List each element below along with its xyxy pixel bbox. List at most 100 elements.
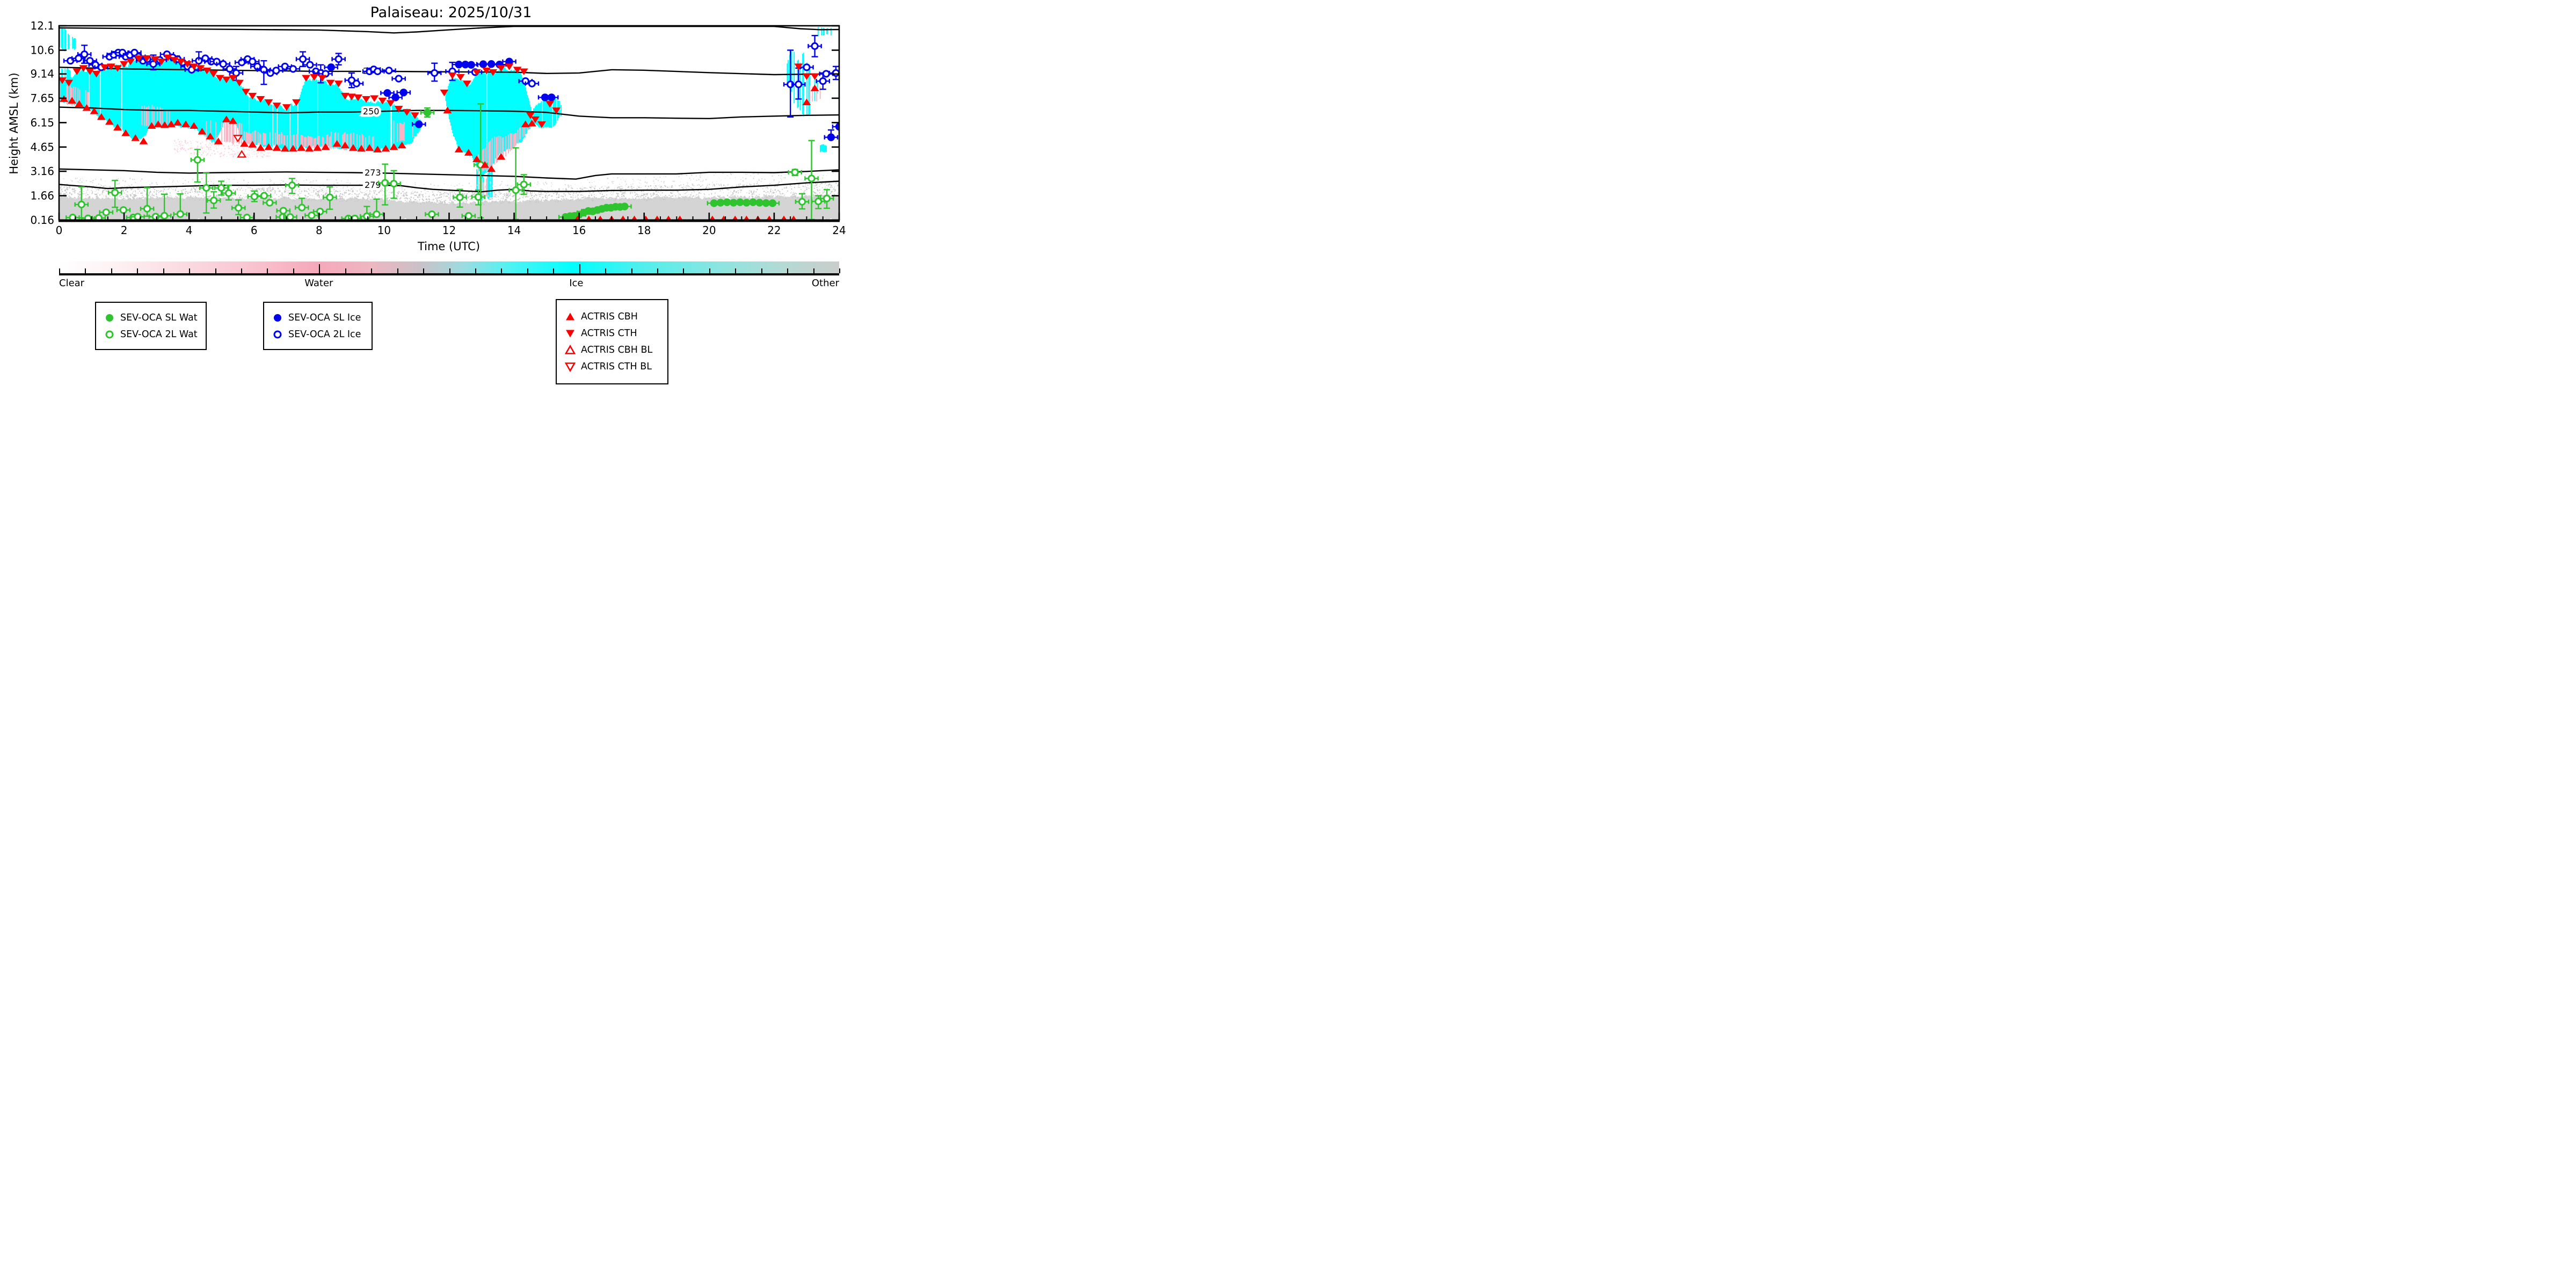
marker-sev-oca-2l-wat: [298, 203, 306, 212]
marker-sev-oca-2l-ice: [819, 77, 827, 85]
marker-actris-cbh: [256, 144, 265, 151]
plot-area: 230250273279: [59, 26, 839, 220]
marker-actris-cbh: [305, 144, 314, 152]
legend-label: ACTRIS CBH BL: [581, 345, 653, 355]
marker-sev-oca-2l-wat: [798, 198, 806, 206]
contour-line: [59, 26, 839, 34]
marker-sev-oca-2l-wat: [456, 193, 464, 201]
marker-actris-cth: [163, 54, 172, 62]
marker-actris-cbh: [181, 120, 191, 127]
marker-sev-oca-2l-ice: [795, 81, 803, 89]
marker-actris-cbh: [487, 165, 496, 172]
colorbar-label-water: Water: [304, 278, 333, 289]
triangle-open-icon: [564, 362, 576, 372]
marker-actris-cbh: [472, 155, 481, 163]
marker-actris-cbh: [206, 133, 215, 140]
marker-actris-cth: [126, 59, 135, 66]
marker-sev-oca-2l-ice: [352, 79, 361, 88]
marker-actris-cbh: [373, 145, 382, 152]
marker-actris-cth: [106, 63, 115, 70]
marker-actris-cbh: [82, 104, 91, 111]
marker-actris-cth: [64, 79, 74, 87]
ice-wisp-topleft: [59, 27, 76, 52]
marker-actris-cth: [177, 59, 185, 66]
marker-sev-oca-sl-wat: [768, 199, 777, 207]
marker-sev-oca-2l-wat: [266, 199, 274, 207]
marker-actris-cth: [272, 103, 281, 110]
marker-sev-oca-2l-ice: [374, 67, 382, 75]
marker-sev-oca-2l-wat: [84, 214, 92, 220]
colorbar-tick: [163, 268, 164, 273]
marker-sev-oca-2l-ice: [81, 50, 89, 59]
y-tick-label: 6.15: [30, 116, 54, 129]
marker-actris-cbh: [113, 123, 122, 130]
page-title: Palaiseau: 2025/10/31: [370, 4, 532, 21]
legend-item-actris-cth: ACTRIS CTH: [564, 328, 660, 339]
marker-sev-oca-2l-ice: [249, 57, 257, 66]
marker-actris-cbh: [121, 129, 130, 136]
marker-actris-cbh: [288, 144, 297, 152]
contour-label-273: 273: [365, 168, 381, 178]
marker-sev-oca-2l-wat: [390, 179, 398, 188]
marker-sev-oca-2l-wat: [279, 207, 287, 215]
colorbar-tick: [553, 268, 555, 273]
marker-actris-cth: [505, 63, 514, 70]
legend-label: SEV-OCA SL Ice: [288, 312, 361, 323]
marker-sev-oca-2l-wat: [316, 207, 324, 216]
colorbar-tick: [475, 268, 476, 273]
x-tick-label: 16: [572, 224, 586, 237]
pink-left-b: [141, 105, 170, 128]
marker-sev-oca-2l-wat: [474, 193, 483, 201]
legend-box-1: SEV-OCA SL Wat SEV-OCA 2L Wat: [95, 302, 207, 350]
marker-actris-cth: [378, 98, 387, 105]
marker-actris-cbh: [321, 143, 330, 150]
legend-item-actris-cth-bl: ACTRIS CTH BL: [564, 361, 660, 372]
marker-actris-cth: [448, 72, 457, 79]
marker-actris-cth: [242, 89, 251, 96]
marker-sev-oca-sl-ice: [548, 93, 556, 101]
marker-actris-cth: [794, 63, 803, 70]
x-tick-label: 14: [507, 224, 521, 237]
marker-actris-cth: [222, 76, 231, 84]
marker-actris-cbh: [454, 145, 463, 152]
marker-actris-cbh: [397, 141, 406, 149]
marker-sev-oca-sl-ice: [827, 133, 835, 141]
marker-actris-cbh: [173, 119, 182, 126]
x-tick-label: 20: [702, 224, 716, 237]
y-tick-label: 10.6: [30, 43, 54, 56]
marker-sev-oca-2l-ice: [811, 42, 819, 50]
series-actris-cth: [59, 54, 819, 128]
legend-label: ACTRIS CTH BL: [581, 361, 652, 372]
colorbar-tick: [59, 268, 60, 273]
triangle-open-icon: [564, 345, 576, 354]
x-tick-label: 24: [832, 224, 846, 237]
marker-sev-oca-2l-wat: [111, 188, 119, 197]
marker-actris-cth: [134, 55, 143, 62]
colorbar-tick: [657, 268, 658, 273]
marker-actris-cth: [282, 104, 291, 111]
marker-actris-cbh: [198, 128, 207, 135]
marker-sev-oca-2l-ice: [289, 65, 297, 73]
marker-sev-oca-2l-wat: [176, 210, 184, 218]
marker-actris-cth: [209, 70, 218, 78]
marker-actris-cbh: [68, 97, 77, 104]
marker-sev-oca-2l-wat: [77, 200, 85, 208]
colorbar-tick: [787, 268, 789, 273]
colorbar-tick: [631, 268, 632, 273]
y-tick-label: 4.65: [30, 141, 54, 154]
colorbar-tick: [839, 268, 840, 273]
colorbar-tick: [215, 268, 216, 273]
triangle-filled-icon: [566, 330, 574, 338]
contour-line-273: [59, 168, 839, 180]
marker-sev-oca-2l-wat: [119, 206, 127, 214]
colorbar-tick: [319, 264, 321, 273]
marker-actris-cth: [142, 55, 151, 62]
legend-item-sev-oca-2l-ice: SEV-OCA 2L Ice: [272, 329, 364, 340]
series-actris-cbh-bl: [237, 150, 247, 158]
marker-actris-cbh: [297, 144, 305, 151]
temperature-contours: 230250273279: [59, 26, 839, 193]
marker-actris-cbh-bl: [237, 150, 247, 158]
marker-actris-cth: [545, 101, 555, 108]
pink-mid-a: [331, 132, 374, 151]
marker-sev-oca-2l-ice: [528, 79, 536, 88]
